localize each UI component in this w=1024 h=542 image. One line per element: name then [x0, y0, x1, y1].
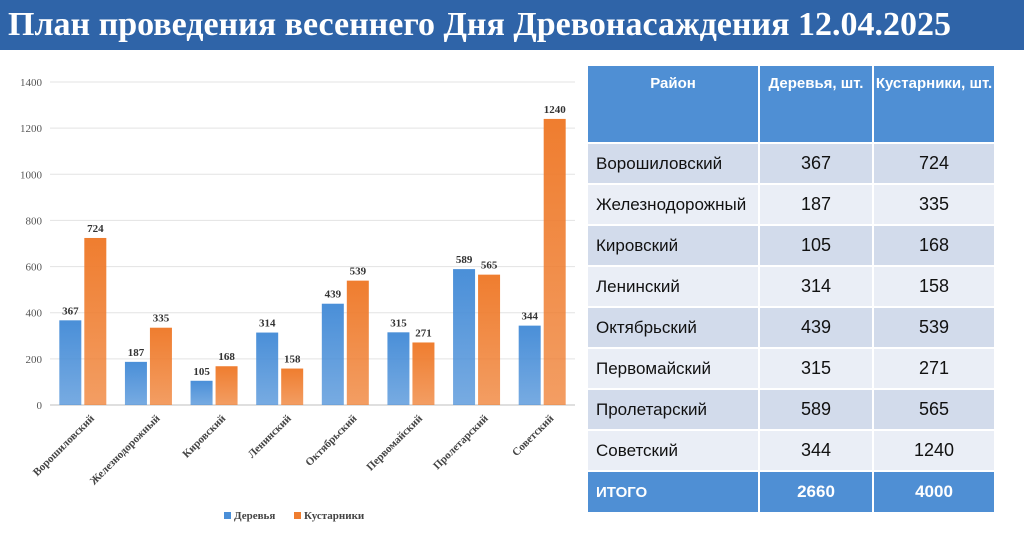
bar-chart: 0 200 400 600 800 1000 1200 1400 367 724 Ворошилов… — [20, 77, 575, 522]
x-tick-label: Ворошиловский — [31, 412, 98, 479]
data-label: 539 — [350, 266, 367, 278]
shrubs-cell: 565 — [872, 388, 996, 431]
header-shrubs: Кустарники, шт. — [872, 64, 996, 144]
data-label: 724 — [87, 223, 104, 235]
table-row: Первомайский 315 271 — [586, 347, 996, 390]
legend-swatch-shrubs — [294, 512, 301, 519]
trees-cell: 367 — [758, 142, 874, 185]
x-tick-label: Железнодорожный — [88, 412, 163, 487]
y-tick-label: 200 — [26, 354, 43, 366]
data-label: 367 — [62, 305, 79, 317]
trees-cell: 314 — [758, 265, 874, 308]
table-row: Пролетарский 589 565 — [586, 388, 996, 431]
table-row: Ленинский 314 158 — [586, 265, 996, 308]
x-tick-label: Кировский — [180, 412, 228, 460]
shrubs-cell: 168 — [872, 224, 996, 267]
total-row: ИТОГО 2660 4000 — [586, 470, 996, 514]
legend-label: Деревья — [234, 510, 275, 522]
data-label: 439 — [325, 289, 342, 301]
total-label: ИТОГО — [586, 470, 760, 514]
bar-shrubs — [412, 342, 435, 405]
x-tick-label: Первомайский — [364, 412, 425, 473]
table-row: Ворошиловский 367 724 — [586, 142, 996, 185]
data-label: 271 — [415, 327, 432, 339]
data-label: 168 — [218, 351, 235, 363]
x-tick-label: Пролетарский — [431, 412, 491, 472]
total-shrubs: 4000 — [872, 470, 996, 514]
district-cell: Ворошиловский — [586, 142, 760, 185]
bar-shrubs — [149, 327, 172, 405]
page-title: План проведения весеннего Дня Древонасаж… — [8, 6, 951, 43]
bar-shrubs — [346, 280, 369, 405]
data-label: 158 — [284, 354, 301, 366]
x-tick-label: Ленинский — [246, 412, 294, 460]
district-cell: Кировский — [586, 224, 760, 267]
bar-trees — [124, 361, 147, 405]
header-district: Район — [586, 64, 760, 144]
district-cell: Советский — [586, 429, 760, 472]
shrubs-cell: 335 — [872, 183, 996, 226]
total-trees: 2660 — [758, 470, 874, 514]
district-cell: Железнодорожный — [586, 183, 760, 226]
shrubs-cell: 158 — [872, 265, 996, 308]
trees-cell: 589 — [758, 388, 874, 431]
bar-shrubs — [543, 118, 566, 405]
x-tick-label: Октябрьский — [303, 412, 360, 469]
summary-table: Район Деревья, шт. Кустарники, шт. Ворош… — [586, 64, 996, 514]
trees-cell: 439 — [758, 306, 874, 349]
trees-cell: 105 — [758, 224, 874, 267]
trees-cell: 315 — [758, 347, 874, 390]
table-header-row: Район Деревья, шт. Кустарники, шт. — [586, 64, 996, 144]
y-tick-label: 1200 — [20, 123, 43, 135]
header-trees: Деревья, шт. — [758, 64, 874, 144]
bar-trees — [321, 303, 344, 405]
y-tick-label: 800 — [26, 215, 43, 227]
bar-trees — [256, 332, 279, 405]
bar-shrubs — [84, 237, 107, 405]
bar-shrubs — [281, 368, 304, 405]
legend-swatch-trees — [224, 512, 231, 519]
data-label: 565 — [481, 260, 498, 272]
bar-trees — [59, 320, 82, 405]
data-label: 589 — [456, 254, 473, 266]
data-label: 1240 — [544, 104, 567, 116]
bar-shrubs — [215, 366, 238, 405]
x-tick-label: Советский — [510, 412, 557, 459]
data-label: 315 — [390, 317, 407, 329]
title-bar: План проведения весеннего Дня Древонасаж… — [0, 0, 1024, 50]
trees-cell: 187 — [758, 183, 874, 226]
data-label: 344 — [521, 311, 538, 323]
district-cell: Октябрьский — [586, 306, 760, 349]
district-cell: Ленинский — [586, 265, 760, 308]
y-tick-label: 1400 — [20, 77, 43, 89]
data-label: 187 — [128, 347, 145, 359]
table-row: Железнодорожный 187 335 — [586, 183, 996, 226]
data-label: 314 — [259, 318, 276, 330]
shrubs-cell: 1240 — [872, 429, 996, 472]
bar-trees — [518, 325, 541, 405]
y-tick-label: 0 — [37, 400, 43, 412]
shrubs-cell: 271 — [872, 347, 996, 390]
bar-trees — [453, 269, 476, 405]
bar-trees — [190, 380, 213, 405]
table-row: Кировский 105 168 — [586, 224, 996, 267]
y-tick-label: 1000 — [20, 169, 43, 181]
shrubs-cell: 539 — [872, 306, 996, 349]
district-cell: Пролетарский — [586, 388, 760, 431]
legend-label: Кустарники — [304, 510, 365, 522]
data-label: 335 — [153, 313, 170, 325]
bar-shrubs — [478, 274, 501, 405]
trees-cell: 344 — [758, 429, 874, 472]
table-row: Советский 344 1240 — [586, 429, 996, 472]
bar-trees — [387, 332, 410, 405]
y-tick-label: 400 — [26, 308, 43, 320]
district-cell: Первомайский — [586, 347, 760, 390]
table-row: Октябрьский 439 539 — [586, 306, 996, 349]
shrubs-cell: 724 — [872, 142, 996, 185]
data-label: 105 — [193, 366, 210, 378]
y-tick-label: 600 — [26, 262, 43, 274]
